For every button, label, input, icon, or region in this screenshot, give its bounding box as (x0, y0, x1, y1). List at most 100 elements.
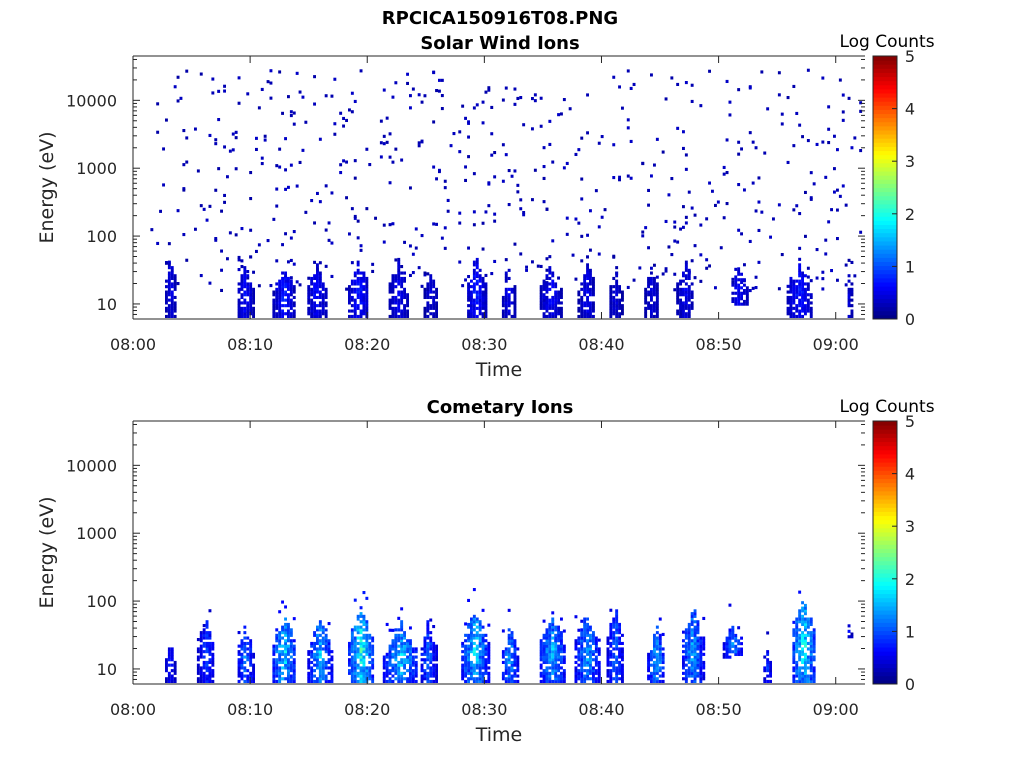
spectrogram-cell (371, 666, 375, 670)
spectrogram-cell (423, 312, 427, 316)
spectrogram-cell (647, 658, 650, 662)
spectrogram-cell (583, 282, 587, 286)
spectrogram-cell (394, 633, 398, 637)
spectrogram-cell (417, 141, 421, 145)
spectrogram-cell (475, 663, 479, 667)
spectrogram-cell (429, 312, 433, 316)
spectrogram-cell (429, 631, 433, 635)
spectrogram-cell (850, 312, 854, 316)
spectrogram-cell (612, 255, 616, 259)
spectrogram-cell (307, 674, 311, 678)
spectrogram-cell (287, 658, 290, 662)
spectrogram-cell (586, 658, 589, 662)
spectrogram-cell (655, 644, 659, 648)
spectrogram-cell (806, 309, 810, 313)
spectrogram-cell (170, 295, 174, 300)
spectrogram-cell (435, 669, 438, 673)
spectrogram-cell (551, 669, 555, 673)
spectrogram-cell (478, 674, 482, 678)
spectrogram-cell (650, 655, 653, 659)
spectrogram-cell (397, 671, 401, 675)
spectrogram-cell (272, 669, 276, 673)
spectrogram-cell (321, 312, 325, 316)
spectrogram-cell (809, 639, 813, 643)
spectrogram-cell (809, 663, 813, 667)
spectrogram-cell (350, 660, 354, 665)
spectrogram-cell (586, 625, 589, 629)
spectrogram-cell (397, 669, 401, 673)
spectrogram-cell (687, 622, 691, 627)
spectrogram-cell (690, 304, 694, 308)
spectrogram-cell (757, 176, 761, 180)
spectrogram-cell (284, 652, 287, 656)
spectrogram-cell (501, 304, 505, 308)
spectrogram-cell (464, 165, 467, 169)
spectrogram-cell (682, 306, 685, 310)
colorbar-swatch (873, 564, 897, 570)
spectrogram-cell (516, 674, 520, 678)
spectrogram-cell (289, 644, 293, 648)
spectrogram-cell (551, 298, 555, 302)
spectrogram-cell (237, 76, 241, 80)
spectrogram-cell (580, 301, 584, 305)
spectrogram-cell (318, 655, 322, 659)
spectrogram-cell (769, 674, 772, 678)
spectrogram-cell (310, 655, 314, 659)
spectrogram-cell (243, 274, 247, 278)
spectrogram-cell (240, 306, 244, 310)
spectrogram-cell (539, 295, 543, 300)
spectrogram-cell (600, 135, 604, 139)
spectrogram-cell (397, 636, 401, 640)
spectrogram-cell (597, 663, 601, 667)
spectrogram-cell (196, 655, 200, 659)
spectrogram-cell (586, 674, 589, 678)
spectrogram-cell (504, 295, 508, 300)
spectrogram-cell (252, 671, 255, 675)
spectrogram-cell (327, 660, 331, 665)
spectrogram-cell (313, 314, 316, 319)
spectrogram-cell (170, 669, 174, 673)
spectrogram-cell (475, 263, 479, 267)
spectrogram-cell (650, 312, 653, 316)
spectrogram-cell (847, 274, 851, 278)
spectrogram-cell (464, 671, 467, 675)
spectrogram-cell (388, 647, 392, 651)
spectrogram-cell (385, 655, 389, 659)
spectrogram-cell (365, 293, 369, 297)
spectrogram-cell (531, 260, 534, 264)
spectrogram-cell (809, 620, 813, 624)
spectrogram-cell (554, 679, 558, 684)
spectrogram-cell (470, 312, 473, 316)
spectrogram-cell (292, 617, 296, 621)
spectrogram-cell (318, 622, 322, 627)
spectrogram-cell (722, 647, 726, 651)
spectrogram-cell (580, 666, 584, 670)
spectrogram-cell (289, 677, 293, 681)
spectrogram-cell (574, 679, 578, 684)
spectrogram-cell (359, 301, 363, 305)
spectrogram-cell (223, 145, 226, 149)
spectrogram-cell (510, 669, 514, 673)
spectrogram-cell (435, 304, 438, 308)
spectrogram-cell (379, 119, 383, 123)
spectrogram-cell (690, 612, 694, 616)
spectrogram-cell (388, 155, 392, 159)
spectrogram-cell (684, 290, 688, 294)
spectrogram-cell (365, 207, 369, 211)
spectrogram-cell (313, 674, 316, 678)
spectrogram-cell (519, 252, 523, 256)
spectrogram-cell (403, 631, 406, 635)
spectrogram-cell (249, 282, 253, 286)
spectrogram-cell (586, 309, 589, 313)
spectrogram-cell (612, 641, 616, 646)
spectrogram-cell (429, 274, 433, 278)
spectrogram-cell (690, 83, 694, 87)
colorbar-tick-label: 0 (905, 310, 915, 329)
spectrogram-cell (368, 674, 372, 678)
spectrogram-cell (676, 126, 680, 130)
spectrogram-cell (246, 312, 250, 316)
colorbar-swatch (873, 224, 897, 230)
spectrogram-cell (504, 314, 508, 319)
spectrogram-cell (809, 197, 813, 201)
